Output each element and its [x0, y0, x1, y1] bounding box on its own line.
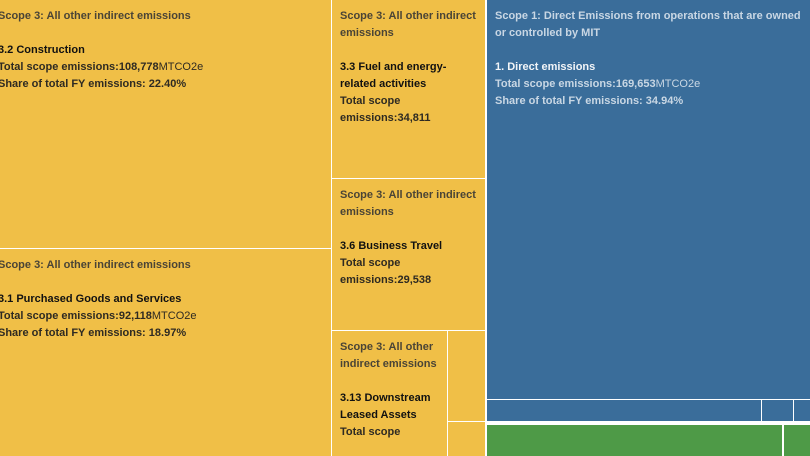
tile-scope: Scope 3: All other indirect emissions	[340, 341, 437, 370]
tile-category: 3.3 Fuel and energy-related activities	[340, 61, 447, 90]
tile-category: 3.2 Construction	[0, 44, 85, 56]
tile-category: 3.6 Business Travel	[340, 240, 443, 252]
tile-construction[interactable]: Scope 3: All other indirect emissions 3.…	[0, 0, 331, 248]
tile-downstream-leased[interactable]: Scope 3: All other indirect emissions 3.…	[332, 331, 447, 456]
tile-category: 3.13 Downstream Leased Assets	[340, 392, 431, 421]
tile-share: Share of total FY emissions: 22.40%	[0, 78, 187, 90]
tile-small-blue-c[interactable]	[794, 400, 810, 421]
tile-scope: Scope 3: All other indirect emissions	[340, 10, 476, 39]
tile-scope: Scope 1: Direct Emissions from operation…	[495, 10, 801, 39]
tile-scope: Scope 3: All other indirect emissions	[0, 259, 191, 271]
tile-total: Total scope emissions:169,653MTCO2e	[495, 78, 701, 90]
tile-business-travel[interactable]: Scope 3: All other indirect emissions 3.…	[332, 179, 485, 330]
tile-scope: Scope 3: All other indirect emissions	[340, 189, 476, 218]
tile-total: Total scope emissions:92,118MTCO2e	[0, 310, 197, 322]
tile-small-yellow-b[interactable]	[448, 422, 485, 456]
tile-direct-emissions[interactable]: Scope 1: Direct Emissions from operation…	[487, 0, 810, 399]
tile-total: Total scope emissions:29,538	[340, 257, 432, 286]
tile-share: Share of total FY emissions: 18.97%	[0, 327, 187, 339]
tile-purchased-goods[interactable]: Scope 3: All other indirect emissions 3.…	[0, 249, 331, 456]
tile-small-blue-a[interactable]	[487, 400, 761, 421]
tile-total: Total scope	[340, 426, 401, 438]
tile-small-blue-b[interactable]	[762, 400, 793, 421]
tile-green-a[interactable]	[487, 425, 782, 456]
tile-scope: Scope 3: All other indirect emissions	[0, 10, 191, 22]
tile-fuel-energy[interactable]: Scope 3: All other indirect emissions 3.…	[332, 0, 485, 178]
tile-category: 1. Direct emissions	[495, 61, 596, 73]
tile-total: Total scope emissions:34,811	[340, 95, 431, 124]
tile-small-yellow-a[interactable]	[448, 331, 485, 421]
tile-category: 3.1 Purchased Goods and Services	[0, 293, 182, 305]
tile-green-b[interactable]	[784, 425, 810, 456]
tile-share: Share of total FY emissions: 34.94%	[495, 95, 684, 107]
tile-total: Total scope emissions:108,778MTCO2e	[0, 61, 204, 73]
